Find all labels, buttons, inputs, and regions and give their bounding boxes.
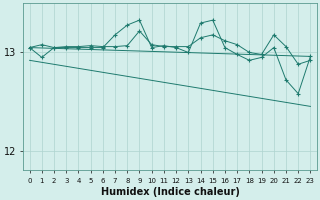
X-axis label: Humidex (Indice chaleur): Humidex (Indice chaleur) [100, 187, 239, 197]
